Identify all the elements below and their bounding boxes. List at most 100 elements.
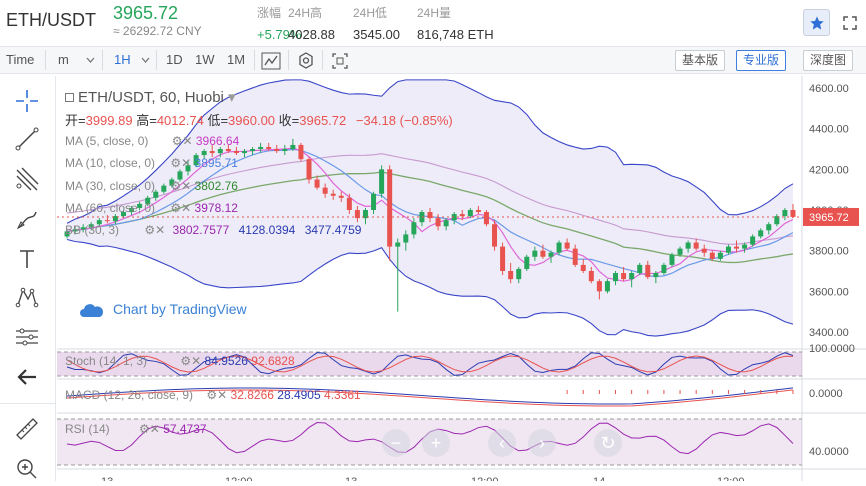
stoch-legend: Stoch (14, 1, 3) ⚙✕ 84.9526 92.6828	[65, 354, 295, 368]
candle-body	[734, 246, 740, 249]
divider	[254, 50, 255, 70]
candle-body	[435, 218, 441, 227]
view-pro-button[interactable]: 专业版	[736, 50, 787, 71]
divider	[322, 50, 323, 70]
interval-1d[interactable]: 1D	[166, 52, 183, 67]
brush-tool[interactable]	[10, 204, 44, 234]
candle-body	[782, 210, 788, 217]
candle-body	[758, 230, 764, 237]
indicator-settings-icon[interactable]: ⚙✕	[206, 388, 228, 402]
pitchfork-tool[interactable]	[10, 164, 44, 194]
bb-basis-value: 3802.7577	[172, 223, 230, 237]
candle-body	[395, 242, 401, 247]
favorite-button[interactable]	[803, 9, 830, 36]
last-price: 3965.72	[113, 3, 179, 23]
indicator-settings-icon[interactable]: ⚙✕	[180, 354, 202, 368]
macd-line	[66, 387, 794, 405]
candle-body	[790, 210, 796, 217]
screenshot-button[interactable]	[329, 51, 351, 71]
candle-body	[233, 151, 239, 154]
indicator-settings-icon[interactable]: ⚙✕	[170, 179, 192, 193]
chart-area[interactable]: 4600.004400.004200.004000.003800.003600.…	[57, 76, 866, 486]
stoch-axis-label: 100.0000	[809, 343, 855, 355]
indicator-settings-icon[interactable]: ⚙✕	[171, 134, 193, 148]
candle-body	[742, 244, 748, 249]
candle-body	[153, 191, 159, 198]
indicator-settings-icon[interactable]: ⚙✕	[170, 201, 192, 215]
collapse-icon[interactable]	[65, 93, 74, 102]
stat-value: 3545.00	[353, 27, 400, 42]
tradingview-watermark[interactable]: Chart by TradingView	[79, 301, 247, 318]
bb-lower-value: 3477.4759	[304, 223, 362, 237]
measure-tool[interactable]	[10, 414, 44, 444]
interval-1m[interactable]: 1M	[227, 52, 246, 67]
indicator-settings-icon[interactable]: ⚙✕	[144, 223, 166, 237]
candle-body	[177, 171, 183, 180]
candle-body	[693, 242, 699, 249]
back-button[interactable]	[10, 362, 44, 392]
candle-body	[467, 210, 473, 217]
candle-body	[371, 193, 377, 210]
candle-body	[475, 210, 481, 213]
candle-body	[645, 264, 651, 278]
indicator-label: MA (5, close, 0)	[65, 134, 149, 148]
pattern-tool[interactable]	[10, 282, 44, 312]
stat-high: 24H高 4028.88	[288, 4, 335, 42]
view-basic-button[interactable]: 基本版	[675, 50, 726, 71]
indicator-label: Stoch (14, 1, 3)	[65, 354, 148, 368]
reset-chart-button[interactable]: ↻	[594, 429, 622, 457]
scroll-left-button[interactable]: ‹	[488, 429, 516, 457]
trendline-tool[interactable]	[10, 124, 44, 154]
trendline-icon	[15, 127, 39, 151]
settings-button[interactable]	[295, 51, 317, 71]
chart-type-label: m	[58, 52, 69, 67]
candle-body	[483, 212, 489, 225]
zoom-in-button[interactable]: +	[422, 429, 450, 457]
text-icon	[20, 250, 34, 268]
timezone-button[interactable]: Time	[6, 52, 35, 67]
drawing-toolbar	[0, 76, 56, 481]
macd-signal-line	[66, 389, 794, 407]
crosshair-tool[interactable]	[10, 86, 44, 116]
divider	[102, 50, 103, 70]
candle-body	[637, 264, 643, 274]
indicator-label: MACD (12, 26, close, 9)	[65, 388, 194, 402]
view-depth-button[interactable]: 深度图	[803, 50, 854, 71]
indicator-settings-icon[interactable]: ⚙✕	[139, 422, 160, 436]
scroll-right-button[interactable]: ›	[528, 429, 556, 457]
price-chart[interactable]: 4600.004400.004200.004000.003800.003600.…	[57, 76, 866, 486]
symbol-name[interactable]: ETH/USDT	[6, 10, 96, 30]
interval-1h[interactable]: 1H	[114, 52, 131, 67]
prediction-tool[interactable]	[10, 322, 44, 352]
candle-body	[427, 212, 433, 219]
candle-body	[306, 159, 312, 180]
candle-body	[120, 212, 126, 217]
indicators-button[interactable]	[260, 51, 282, 71]
indicator-label: MA (10, close, 0)	[65, 156, 156, 170]
zoom-tool[interactable]	[10, 454, 44, 484]
candle-body	[540, 250, 546, 257]
stat-value: 816,748 ETH	[417, 27, 494, 42]
candle-body	[613, 273, 619, 282]
minus-icon: −	[390, 432, 402, 453]
chart-type-select[interactable]: m	[58, 52, 69, 67]
candle-body	[669, 254, 675, 265]
candle-body	[774, 216, 780, 225]
candle-body	[80, 227, 86, 230]
plus-icon: +	[430, 432, 442, 453]
fullscreen-button[interactable]	[838, 9, 862, 36]
stat-value: 4028.88	[288, 27, 335, 42]
indicator-settings-icon[interactable]: ⚙✕	[170, 156, 192, 170]
text-tool[interactable]	[10, 244, 44, 274]
pattern-icon	[15, 287, 39, 308]
zoom-out-button[interactable]: −	[382, 429, 410, 457]
candle-body	[129, 207, 135, 213]
candle-body	[298, 144, 304, 160]
candle-body	[548, 252, 554, 257]
pitchfork-icon	[16, 167, 39, 191]
macd-axis-label: 0.0000	[809, 388, 843, 400]
interval-1w[interactable]: 1W	[195, 52, 215, 67]
candle-body	[362, 210, 368, 219]
candle-body	[556, 242, 562, 253]
candle-body	[290, 144, 296, 149]
